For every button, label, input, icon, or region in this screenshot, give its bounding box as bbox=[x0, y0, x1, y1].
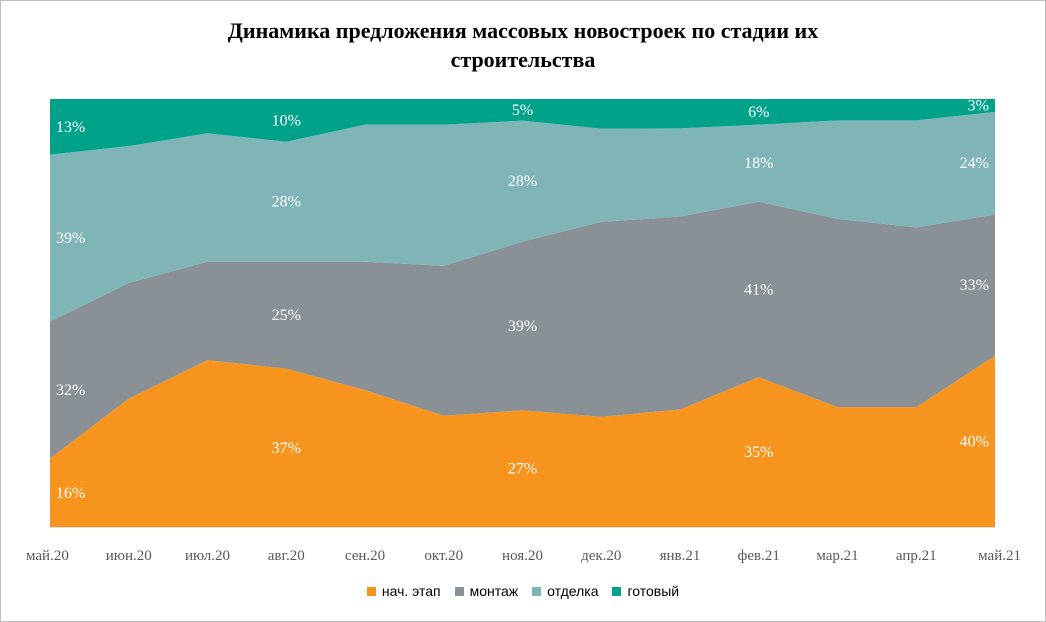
x-tick-label: фев.21 bbox=[738, 548, 780, 564]
data-label: 35% bbox=[744, 444, 773, 461]
legend-item: готовый bbox=[612, 583, 679, 599]
x-tick-label: окт.20 bbox=[424, 548, 463, 564]
legend-label: нач. этап bbox=[381, 583, 441, 599]
data-label: 16% bbox=[56, 485, 85, 502]
x-tick-label: янв.21 bbox=[660, 548, 701, 564]
legend-label: монтаж bbox=[469, 583, 519, 599]
legend-label: готовый bbox=[627, 583, 680, 599]
data-label: 37% bbox=[272, 440, 301, 457]
x-tick-label: ноя.20 bbox=[502, 548, 543, 564]
legend-label: отделка bbox=[547, 583, 599, 599]
legend-swatch bbox=[454, 586, 464, 596]
x-tick-label: май.21 bbox=[978, 548, 1021, 564]
data-label: 41% bbox=[744, 281, 773, 298]
data-label: 28% bbox=[508, 173, 537, 190]
x-tick-label: мар.21 bbox=[816, 548, 858, 564]
legend-swatch bbox=[612, 586, 622, 596]
data-label: 39% bbox=[508, 318, 537, 335]
x-tick-label: апр.21 bbox=[896, 548, 937, 564]
data-label: 3% bbox=[968, 97, 989, 114]
chart-title-line-2: строительства bbox=[450, 47, 596, 72]
data-label: 28% bbox=[272, 194, 301, 211]
data-label: 25% bbox=[272, 307, 301, 324]
data-label: 39% bbox=[56, 230, 85, 247]
chart-title-line-1: Динамика предложения массовых новостроек… bbox=[227, 18, 819, 43]
data-label: 27% bbox=[508, 461, 537, 478]
x-tick-label: май.20 bbox=[26, 548, 69, 564]
x-tick-label: июн.20 bbox=[106, 548, 152, 564]
legend-swatch bbox=[532, 586, 542, 596]
x-tick-label: сен.20 bbox=[345, 548, 385, 564]
data-label: 33% bbox=[960, 277, 989, 294]
data-label: 5% bbox=[512, 102, 533, 119]
legend-swatch bbox=[366, 586, 376, 596]
data-label: 24% bbox=[960, 155, 989, 172]
x-tick-label: июл.20 bbox=[185, 548, 230, 564]
x-tick-label: авг.20 bbox=[268, 548, 305, 564]
x-tick-label: дек.20 bbox=[581, 548, 621, 564]
data-label: 40% bbox=[960, 433, 989, 450]
legend-item: нач. этап bbox=[366, 583, 441, 599]
data-label: 18% bbox=[744, 155, 773, 172]
legend-item: отделка bbox=[532, 583, 598, 599]
area-series-4 bbox=[50, 99, 995, 155]
data-label-layer: 16% 37% 27% 35% 40% 32% 25% 39% 41% 33% 39% 28% 28% 1… bbox=[56, 97, 989, 501]
area-series-3 bbox=[50, 111, 995, 322]
data-label: 6% bbox=[748, 104, 769, 121]
data-label: 32% bbox=[56, 382, 85, 399]
area-series-1 bbox=[50, 355, 995, 527]
area-layer bbox=[50, 99, 995, 527]
chart-title: Динамика предложения массовых новостроек… bbox=[0, 16, 1046, 74]
data-label: 13% bbox=[56, 119, 85, 136]
x-axis: май.20 июн.20 июл.20 авг.20 сен.20 окт.20 ноя.… bbox=[26, 527, 1021, 564]
data-label: 10% bbox=[272, 112, 301, 129]
chart-legend: нач. этап монтаж отделка готовый bbox=[0, 583, 1046, 599]
area-series-2 bbox=[50, 201, 995, 459]
legend-item: монтаж bbox=[454, 583, 519, 599]
